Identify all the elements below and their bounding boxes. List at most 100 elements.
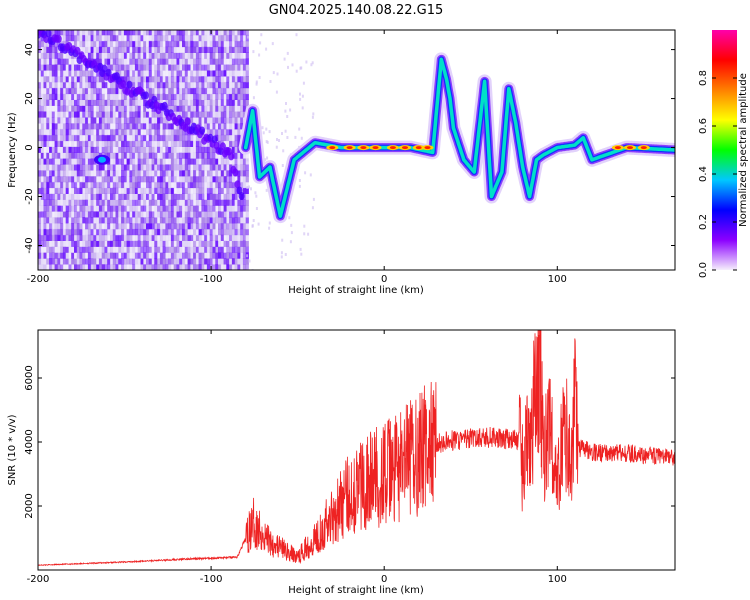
heatmap-cell [157, 34, 161, 42]
heatmap-cell [190, 170, 194, 177]
heatmap-cell [107, 123, 111, 130]
heatmap-cell [143, 76, 147, 83]
heatmap-cell [38, 223, 42, 230]
heatmap-cell [90, 105, 94, 112]
heatmap-cell [184, 76, 188, 83]
heatmap-cell [223, 128, 227, 136]
heatmap-cell [71, 158, 75, 165]
heatmap-cell [115, 217, 119, 224]
heatmap-cell [231, 99, 236, 106]
heatmap-cell [129, 223, 133, 230]
heatmap-cell [168, 199, 172, 206]
heatmap-cell [54, 81, 58, 89]
heatmap-cell [201, 152, 205, 159]
heatmap-cell [51, 205, 55, 212]
heatmap-cell [201, 199, 205, 206]
heatmap-cell [159, 140, 164, 147]
heatmap-cell [218, 193, 222, 200]
heatmap-cell [229, 117, 233, 124]
heatmap-cell [62, 264, 67, 270]
heatmap-cell [184, 64, 188, 71]
heatmap-cell [231, 105, 236, 112]
heatmap-cell [179, 176, 183, 183]
heatmap-cell [65, 140, 69, 147]
heatmap-cell [170, 240, 175, 247]
heatmap-cell [68, 123, 72, 130]
heatmap-cell [104, 46, 108, 53]
heatmap-cell [146, 252, 150, 259]
heatmap-cell [198, 140, 202, 147]
heatmap-cell [98, 234, 103, 241]
heatmap-cell [151, 140, 155, 147]
heatmap-cell [154, 170, 158, 177]
heatmap-cell [123, 246, 128, 253]
heatmap-cell [51, 217, 55, 224]
heatmap-cell [162, 258, 166, 265]
heatmap-cell [223, 105, 227, 112]
heatmap-cell [115, 64, 119, 71]
heatmap-cell [148, 158, 152, 165]
heatmap-cell [198, 111, 202, 118]
heatmap-cell [190, 217, 194, 224]
heatmap-cell [146, 64, 150, 71]
heatmap-cell [218, 187, 222, 194]
heatmap-cell [65, 187, 69, 194]
heatmap-cell [101, 128, 105, 136]
heatmap-cell [237, 170, 241, 177]
heatmap-cell [134, 152, 139, 159]
heatmap-cell [170, 211, 175, 218]
heatmap-cell [74, 81, 78, 89]
heatmap-cell [65, 152, 69, 159]
heatmap-cell [151, 228, 155, 236]
heatmap-cell [132, 76, 136, 83]
heatmap-cell [204, 34, 208, 42]
heatmap-cell [71, 87, 75, 95]
heatmap-cell [57, 87, 61, 95]
heatmap-cell [123, 123, 128, 130]
heatmap-cell [93, 252, 97, 259]
heatmap-cell [93, 87, 97, 95]
heatmap-cell [159, 30, 164, 36]
heatmap-cell [40, 199, 44, 206]
heatmap-cell [65, 252, 69, 259]
heatmap-cell [170, 128, 175, 136]
heatmap-cell [96, 258, 100, 265]
heatmap-cell [79, 240, 83, 247]
heatmap-cell [179, 40, 183, 48]
heatmap-cell [148, 81, 152, 89]
heatmap-cell [87, 187, 92, 194]
heatmap-cell [129, 164, 133, 171]
heatmap-cell [184, 164, 188, 171]
heatmap-cell [312, 197, 315, 201]
heatmap-cell [137, 264, 141, 270]
heatmap-cell [51, 99, 55, 106]
x-tick-label: 0 [381, 274, 387, 285]
heatmap-cell [215, 199, 219, 206]
heatmap-cell [148, 246, 152, 253]
heatmap-cell [237, 234, 241, 241]
heatmap-cell [272, 71, 275, 75]
heatmap-cell [60, 252, 64, 259]
heatmap-cell [218, 234, 222, 241]
heatmap-cell [74, 111, 78, 118]
heatmap-cell [154, 70, 158, 77]
heatmap-cell [101, 87, 105, 95]
heatmap-cell [101, 187, 105, 194]
heatmap-cell [137, 170, 141, 177]
heatmap-cell [118, 99, 122, 106]
heatmap-cell [54, 258, 58, 265]
heatmap-cell [173, 234, 177, 241]
heatmap-cell [43, 123, 47, 130]
heatmap-cell [79, 93, 83, 100]
heatmap-cell [215, 211, 219, 218]
heatmap-cell [121, 246, 125, 253]
heatmap-cell [118, 52, 122, 59]
heatmap-cell [190, 117, 194, 124]
heatmap-cell [143, 140, 147, 147]
heatmap-cell [118, 105, 122, 112]
heatmap-cell [159, 81, 164, 89]
heatmap-cell [148, 128, 152, 136]
y-tick-label: 2000 [24, 493, 35, 518]
heatmap-cell [137, 240, 141, 247]
heatmap-cell [242, 217, 247, 224]
